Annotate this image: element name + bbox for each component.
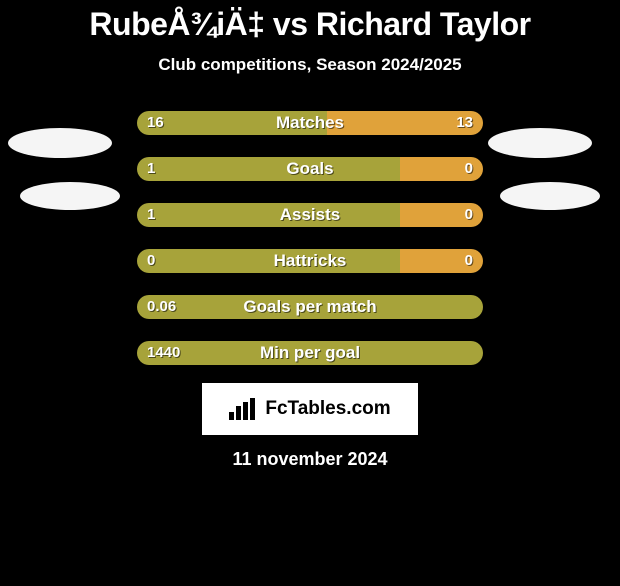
stat-label: Assists [137, 203, 483, 227]
stat-label: Goals [137, 157, 483, 181]
stat-value-p1: 0.06 [147, 295, 176, 319]
stat-row: Hattricks0 0 [137, 249, 483, 273]
stat-row: Assists1 0 [137, 203, 483, 227]
stat-value-p1: 1 [147, 157, 155, 181]
stat-row: Matches16 13 [137, 111, 483, 135]
stat-value-p2: 0 [465, 249, 473, 273]
footer-date: 11 november 2024 [0, 449, 620, 470]
source-badge: FcTables.com [202, 383, 418, 435]
page-title: RubeÅ¾iÄ‡ vs Richard Taylor [0, 6, 620, 43]
stat-label: Goals per match [137, 295, 483, 319]
player-silhouette [500, 182, 600, 210]
bar-chart-icon [229, 398, 257, 420]
stat-label: Min per goal [137, 341, 483, 365]
stat-row: Min per goal1440 [137, 341, 483, 365]
stats-chart: Matches1613Goals10Assists10Hattricks00Go… [137, 111, 483, 365]
source-badge-text: FcTables.com [265, 398, 390, 420]
stat-value-p1: 16 [147, 111, 164, 135]
stat-value-p2: 0 [465, 157, 473, 181]
stat-value-p1: 0 [147, 249, 155, 273]
stat-row: Goals1 0 [137, 157, 483, 181]
stat-value-p1: 1 [147, 203, 155, 227]
player-silhouette [488, 128, 592, 158]
player-silhouette [20, 182, 120, 210]
stat-value-p2: 13 [456, 111, 473, 135]
stat-value-p1: 1440 [147, 341, 180, 365]
stat-value-p2: 0 [465, 203, 473, 227]
stat-label: Hattricks [137, 249, 483, 273]
player-silhouette [8, 128, 112, 158]
stat-row: Goals per match0.06 [137, 295, 483, 319]
stat-label: Matches [137, 111, 483, 135]
page-subtitle: Club competitions, Season 2024/2025 [0, 55, 620, 75]
